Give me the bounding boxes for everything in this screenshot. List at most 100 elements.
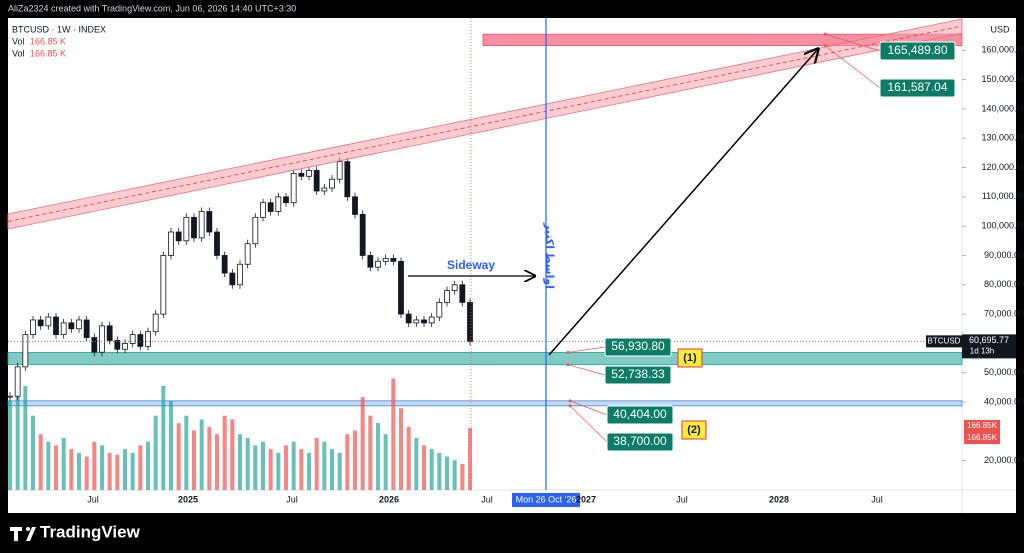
volume-bar <box>169 400 173 490</box>
candle-body <box>30 319 36 336</box>
volume-bar <box>245 437 250 490</box>
y-tick-label: 70,000.00 <box>984 308 1024 318</box>
volume-bar <box>291 441 296 490</box>
volume-bar <box>31 415 35 490</box>
volume-bar <box>268 449 273 490</box>
volume-bar <box>238 434 242 490</box>
support-zone-1 <box>7 352 963 366</box>
candle-body <box>428 316 435 324</box>
candle-body <box>344 161 351 198</box>
x-tick-label: 2028 <box>769 494 789 504</box>
candle-body <box>252 216 259 245</box>
volume-tag <box>964 420 1000 432</box>
y-tick-label: 90,000.00 <box>984 250 1024 260</box>
candle-body <box>14 366 21 397</box>
volume-bar <box>199 419 204 490</box>
zone-label-box <box>681 420 707 440</box>
volume-bar <box>414 437 419 490</box>
legend-vol-name: Vol <box>12 48 25 58</box>
candle-body <box>198 211 205 239</box>
volume-bar <box>54 445 58 490</box>
candle-body <box>229 272 236 286</box>
volume-bar <box>322 441 327 490</box>
legend-vol-name: Vol <box>12 36 25 46</box>
candle-body <box>99 325 105 353</box>
volume-bar <box>406 426 411 490</box>
candle-body <box>321 187 328 192</box>
volume-bar <box>383 434 388 490</box>
level-point <box>566 350 570 354</box>
candle-body <box>68 322 75 330</box>
volume-bar <box>130 452 135 490</box>
volume-bar <box>207 426 212 490</box>
volume-bar <box>77 452 81 490</box>
candle-body <box>283 196 289 204</box>
volume-bar <box>253 445 258 490</box>
candle-body <box>160 255 167 315</box>
y-tick-label: 130,000.00 <box>981 133 1024 143</box>
price-tag-text: 60,695.77 <box>969 335 1009 345</box>
level-label: 38,700.00 <box>613 434 667 448</box>
candle-body <box>290 172 297 204</box>
level-leader <box>567 346 606 353</box>
volume-bar <box>138 445 143 490</box>
candle-body <box>106 325 113 341</box>
level-box <box>879 78 956 98</box>
volume-bar <box>15 378 20 490</box>
candle-body <box>405 313 412 324</box>
candle-body <box>244 243 251 265</box>
volume-bar <box>337 452 342 490</box>
volume-tag <box>964 432 1000 444</box>
x-tick-label: Jul <box>676 494 688 504</box>
volume-bar <box>184 415 189 490</box>
x-tick-label: 2025 <box>178 494 198 504</box>
candle-body <box>137 334 144 347</box>
volume-bar <box>38 434 43 490</box>
volume-bar <box>176 423 181 490</box>
chart-layer <box>7 33 963 490</box>
y-tick-label: 40,000.00 <box>984 396 1024 406</box>
volume-bar <box>84 456 89 490</box>
volume-bar <box>368 415 373 490</box>
y-tick-label: 80,000.00 <box>984 279 1024 289</box>
y-tick-label: 110,000.00 <box>982 191 1024 201</box>
level-box <box>879 41 956 61</box>
volume-bar <box>391 378 396 490</box>
volume-bar <box>100 445 104 490</box>
level-point <box>823 44 827 48</box>
support-zone-2 <box>7 400 963 407</box>
candle-body <box>22 334 29 368</box>
candle-body <box>367 255 374 268</box>
candle-body <box>206 211 213 233</box>
legend-vol-value: 166.85 K <box>30 48 66 58</box>
candle-body <box>37 319 44 327</box>
candle-body <box>390 257 397 262</box>
volume-bar <box>468 428 472 490</box>
candle-body <box>7 395 13 398</box>
date-tag <box>512 493 580 507</box>
x-tick-label: Jul <box>481 494 493 504</box>
volume-bar <box>276 452 281 490</box>
candle-body <box>91 337 98 353</box>
credit: AliZa2324 created with TradingView.com, … <box>8 3 296 13</box>
zone-label-box <box>677 348 703 368</box>
candle-body <box>336 161 343 180</box>
price-tag <box>962 334 1016 359</box>
level-leader <box>569 405 608 443</box>
volume-bar <box>330 449 334 490</box>
volume-bar <box>399 408 403 490</box>
volume-bar <box>284 445 288 490</box>
volume-bar <box>230 419 235 490</box>
x-tick-label: 2027 <box>576 494 596 504</box>
volume-bar <box>115 454 120 490</box>
brand-name: TradingView <box>40 522 141 541</box>
level-point <box>823 32 827 36</box>
brand-logo <box>10 527 36 541</box>
target-arrow <box>548 49 818 356</box>
candle-body <box>413 319 420 324</box>
volume-bar <box>69 449 74 490</box>
y-tick-label: 20,000.00 <box>984 455 1024 465</box>
vline-text: اواسط اکتبر <box>543 222 555 289</box>
candle-body <box>298 172 305 177</box>
volume-bar <box>261 441 265 490</box>
